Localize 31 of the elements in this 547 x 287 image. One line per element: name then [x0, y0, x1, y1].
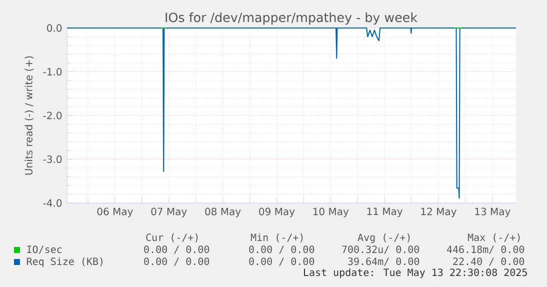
y-tick-label: -1.0 [43, 68, 62, 76]
x-tick-label: 06 May [97, 208, 133, 218]
x-tick-label: 12 May [421, 208, 456, 218]
text: 700.32u/ 0.00 [342, 246, 420, 254]
legend-label: Req Size (KB) [26, 257, 102, 268]
x-tick-label: 08 May [205, 208, 241, 218]
y-tick-label: -4.0 [43, 199, 62, 207]
x-tick-label: 11 May [367, 208, 403, 218]
y-tick-label: -2.0 [43, 112, 62, 120]
text: Cur (-/+) [146, 233, 198, 242]
text: 0.00 / 0.00 [144, 258, 210, 266]
legend-label: IO/sec [27, 246, 62, 254]
x-tick-label: 07 May [151, 208, 187, 218]
text: Min (-/+) [250, 233, 303, 242]
y-axis-title: Units read (-) / write (+) [24, 56, 34, 175]
text: Last update: Tue May 13 22:30:08 2025 [304, 268, 527, 278]
line-series [66, 27, 517, 199]
text: 0.00 / 0.00 [249, 246, 314, 254]
text: 39.64m/ 0.00 [348, 258, 420, 266]
y-tick-label: -3.0 [43, 155, 62, 164]
text: Avg (-/+) [358, 233, 410, 244]
text: 0.00 / 0.00 [249, 258, 314, 266]
text: 446.18m/ 0.00 [446, 246, 524, 254]
x-tick-label: 10 May [313, 208, 349, 218]
text: 22.40 / 0.00 [453, 258, 524, 266]
text: 0.00 / 0.00 [144, 246, 210, 254]
x-tick-label: 13 May [475, 208, 510, 218]
chart-title: IOs for /dev/mapper/mpathey - by week [166, 12, 418, 25]
text: Max (-/+) [468, 233, 520, 242]
x-tick-label: 09 May [259, 208, 295, 218]
y-tick-label: 0.0 [47, 24, 62, 32]
